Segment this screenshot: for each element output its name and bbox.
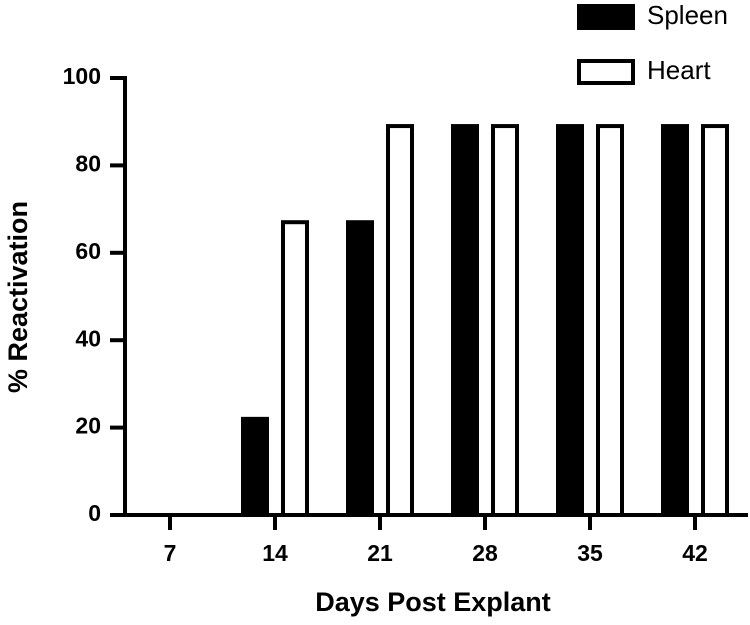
y-axis-label: % Reactivation: [3, 201, 33, 393]
x-tick-label: 7: [164, 540, 177, 566]
bar: [386, 124, 414, 517]
legend-label: Spleen: [647, 0, 728, 30]
y-tick-label: 60: [75, 238, 101, 264]
bar: [241, 416, 269, 517]
bar: [281, 220, 309, 518]
y-tick-label: 80: [75, 150, 101, 176]
y-tick-label: 40: [75, 325, 101, 351]
bar: [596, 124, 624, 517]
x-tick-label: 21: [367, 540, 393, 566]
legend-swatch: [577, 4, 635, 30]
bar: [701, 124, 729, 517]
legend-swatch: [577, 59, 635, 85]
bar: [661, 124, 689, 517]
y-tick-label: 0: [88, 500, 101, 526]
x-tick-label: 35: [577, 540, 603, 566]
bar: [491, 124, 519, 517]
x-tick-label: 28: [472, 540, 498, 566]
bar: [556, 124, 584, 517]
y-tick-label: 20: [75, 413, 101, 439]
x-axis-label: Days Post Explant: [315, 587, 551, 617]
bar: [346, 220, 374, 518]
bar: [451, 124, 479, 517]
y-tick-label: 100: [63, 63, 101, 89]
x-tick-label: 14: [262, 540, 288, 566]
legend-label: Heart: [647, 55, 711, 85]
x-tick-label: 42: [682, 540, 708, 566]
